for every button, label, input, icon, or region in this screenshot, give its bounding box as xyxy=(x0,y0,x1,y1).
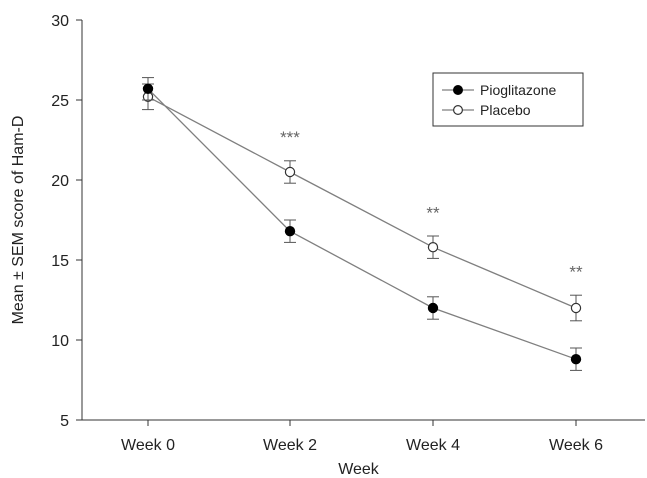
data-point-pioglitazone xyxy=(284,225,296,237)
data-point-placebo xyxy=(570,302,582,314)
x-tick-label: Week 2 xyxy=(263,437,317,454)
plot-area: ******* xyxy=(142,77,583,371)
data-point-pioglitazone xyxy=(142,83,154,95)
series-line-placebo xyxy=(147,96,577,309)
legend: Pioglitazone Placebo xyxy=(432,72,584,127)
y-tick-label: 10 xyxy=(51,333,69,350)
significance-label: *** xyxy=(280,128,300,147)
data-point-pioglitazone xyxy=(570,354,582,365)
y-tick-label: 15 xyxy=(51,253,69,270)
x-tick-label: Week 4 xyxy=(406,437,460,454)
x-axis-title: Week xyxy=(338,461,380,478)
significance-label: ** xyxy=(569,263,583,282)
x-tick-label: Week 0 xyxy=(121,437,175,454)
legend-label: Placebo xyxy=(480,102,531,118)
y-tick-label: 30 xyxy=(51,13,69,30)
legend-marker xyxy=(453,104,464,115)
y-tick-label: 5 xyxy=(60,413,69,430)
legend-box xyxy=(432,72,584,127)
data-point-pioglitazone xyxy=(427,302,439,314)
x-tick-label: Week 6 xyxy=(549,437,603,454)
series-line-pioglitazone xyxy=(147,88,577,360)
chart-axes: 5 10 15 20 25 30 Week 0 Week 2 Week 4 Week 6 xyxy=(51,13,645,454)
data-point-placebo xyxy=(427,241,439,253)
legend-label: Pioglitazone xyxy=(480,82,556,98)
y-tick-label: 20 xyxy=(51,173,69,190)
legend-marker xyxy=(453,84,464,95)
y-tick-label: 25 xyxy=(51,93,69,110)
y-axis-title: Mean ± SEM score of Ham-D xyxy=(10,116,27,325)
data-point-placebo xyxy=(284,166,296,178)
significance-label: ** xyxy=(426,203,440,222)
